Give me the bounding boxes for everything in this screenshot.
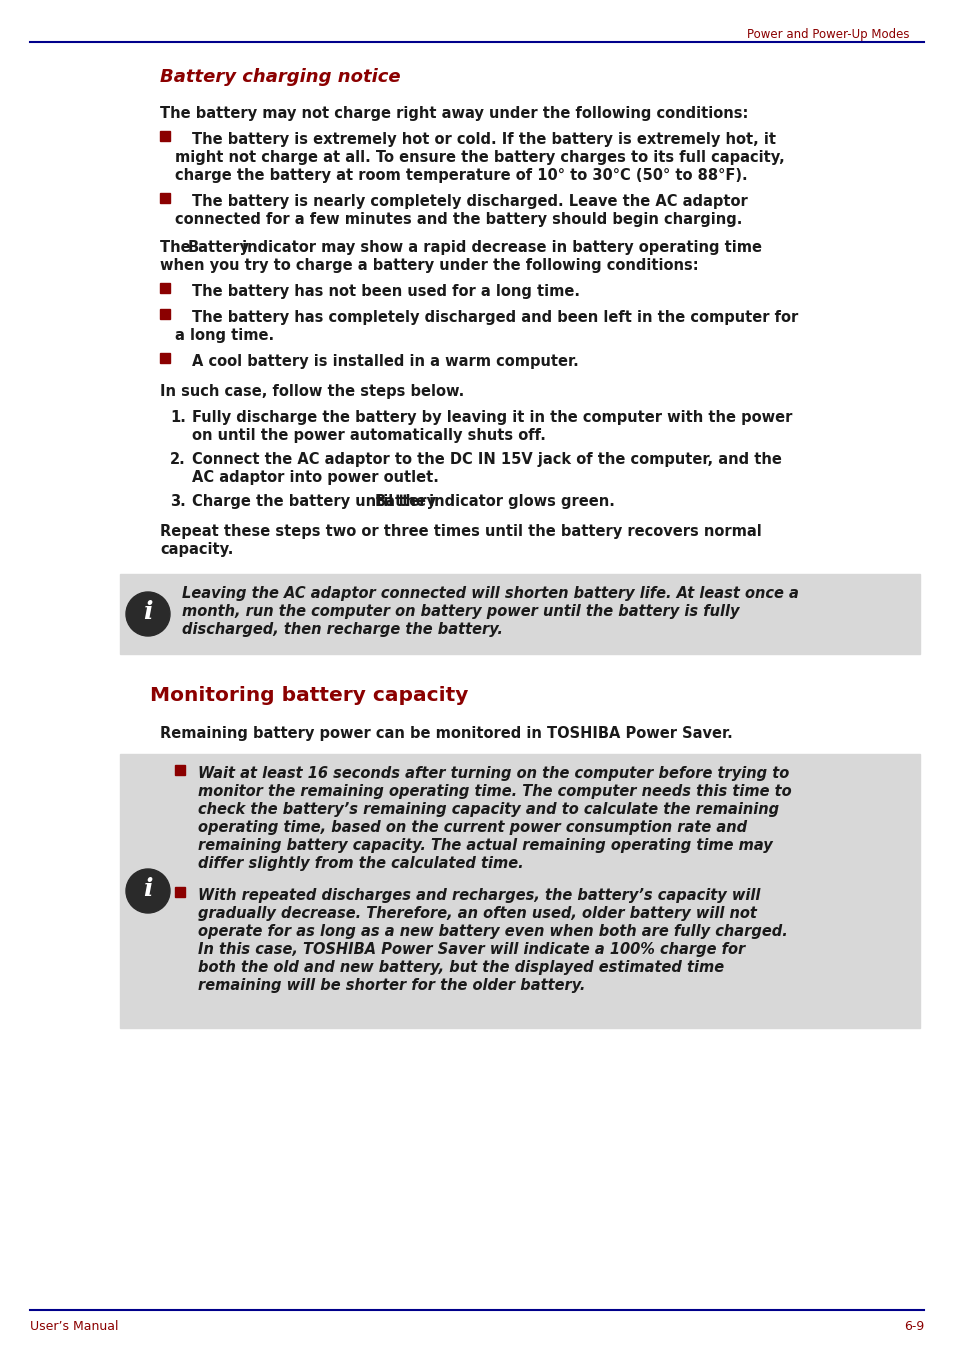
Circle shape: [126, 869, 170, 913]
Text: gradually decrease. Therefore, an often used, older battery will not: gradually decrease. Therefore, an often …: [198, 906, 756, 921]
Text: The battery has not been used for a long time.: The battery has not been used for a long…: [192, 284, 579, 299]
Text: Battery: Battery: [188, 241, 250, 256]
Text: capacity.: capacity.: [160, 542, 233, 557]
Text: A cool battery is installed in a warm computer.: A cool battery is installed in a warm co…: [192, 354, 578, 369]
Text: Battery: Battery: [375, 493, 436, 508]
Text: Wait at least 16 seconds after turning on the computer before trying to: Wait at least 16 seconds after turning o…: [198, 767, 788, 781]
Text: discharged, then recharge the battery.: discharged, then recharge the battery.: [182, 622, 502, 637]
Text: a long time.: a long time.: [174, 329, 274, 343]
Text: The battery has completely discharged and been left in the computer for: The battery has completely discharged an…: [192, 310, 798, 324]
Bar: [174, 765, 185, 775]
Text: indicator glows green.: indicator glows green.: [424, 493, 615, 508]
Circle shape: [126, 592, 170, 635]
Bar: [160, 131, 170, 141]
Text: The: The: [160, 241, 195, 256]
Bar: [120, 575, 919, 654]
Text: Power and Power-Up Modes: Power and Power-Up Modes: [747, 28, 909, 41]
Text: 1.: 1.: [170, 410, 186, 425]
Bar: [160, 310, 170, 319]
Text: Remaining battery power can be monitored in TOSHIBA Power Saver.: Remaining battery power can be monitored…: [160, 726, 732, 741]
Bar: [160, 353, 170, 362]
Text: With repeated discharges and recharges, the battery’s capacity will: With repeated discharges and recharges, …: [198, 888, 760, 903]
Text: remaining will be shorter for the older battery.: remaining will be shorter for the older …: [198, 977, 585, 992]
Text: connected for a few minutes and the battery should begin charging.: connected for a few minutes and the batt…: [174, 212, 741, 227]
Text: The battery may not charge right away under the following conditions:: The battery may not charge right away un…: [160, 105, 747, 120]
Text: 2.: 2.: [170, 452, 186, 466]
Text: Connect the AC adaptor to the DC IN 15V jack of the computer, and the: Connect the AC adaptor to the DC IN 15V …: [192, 452, 781, 466]
Bar: [174, 887, 185, 896]
Text: Charge the battery until the: Charge the battery until the: [192, 493, 431, 508]
Text: monitor the remaining operating time. The computer needs this time to: monitor the remaining operating time. Th…: [198, 784, 791, 799]
Text: Battery charging notice: Battery charging notice: [160, 68, 400, 87]
Text: Repeat these steps two or three times until the battery recovers normal: Repeat these steps two or three times un…: [160, 525, 760, 539]
Text: i: i: [143, 600, 152, 625]
Text: month, run the computer on battery power until the battery is fully: month, run the computer on battery power…: [182, 604, 739, 619]
Text: operate for as long as a new battery even when both are fully charged.: operate for as long as a new battery eve…: [198, 923, 787, 940]
Text: The battery is nearly completely discharged. Leave the AC adaptor: The battery is nearly completely dischar…: [192, 193, 747, 210]
Text: when you try to charge a battery under the following conditions:: when you try to charge a battery under t…: [160, 258, 698, 273]
Text: Leaving the AC adaptor connected will shorten battery life. At least once a: Leaving the AC adaptor connected will sh…: [182, 585, 798, 602]
Bar: [160, 193, 170, 203]
Text: 6-9: 6-9: [902, 1320, 923, 1333]
Text: In this case, TOSHIBA Power Saver will indicate a 100% charge for: In this case, TOSHIBA Power Saver will i…: [198, 942, 744, 957]
Text: differ slightly from the calculated time.: differ slightly from the calculated time…: [198, 856, 523, 871]
Text: charge the battery at room temperature of 10° to 30°C (50° to 88°F).: charge the battery at room temperature o…: [174, 168, 747, 183]
Text: Fully discharge the battery by leaving it in the computer with the power: Fully discharge the battery by leaving i…: [192, 410, 792, 425]
Text: indicator may show a rapid decrease in battery operating time: indicator may show a rapid decrease in b…: [236, 241, 761, 256]
Text: The battery is extremely hot or cold. If the battery is extremely hot, it: The battery is extremely hot or cold. If…: [192, 132, 775, 147]
Text: Monitoring battery capacity: Monitoring battery capacity: [150, 685, 468, 704]
Bar: [160, 283, 170, 293]
Text: both the old and new battery, but the displayed estimated time: both the old and new battery, but the di…: [198, 960, 723, 975]
Text: operating time, based on the current power consumption rate and: operating time, based on the current pow…: [198, 821, 746, 836]
Text: i: i: [143, 877, 152, 900]
Text: 3.: 3.: [170, 493, 186, 508]
Text: might not charge at all. To ensure the battery charges to its full capacity,: might not charge at all. To ensure the b…: [174, 150, 784, 165]
Text: remaining battery capacity. The actual remaining operating time may: remaining battery capacity. The actual r…: [198, 838, 772, 853]
Text: AC adaptor into power outlet.: AC adaptor into power outlet.: [192, 470, 438, 485]
Bar: [120, 754, 919, 1028]
Text: In such case, follow the steps below.: In such case, follow the steps below.: [160, 384, 464, 399]
Text: check the battery’s remaining capacity and to calculate the remaining: check the battery’s remaining capacity a…: [198, 802, 779, 817]
Text: User’s Manual: User’s Manual: [30, 1320, 118, 1333]
Text: on until the power automatically shuts off.: on until the power automatically shuts o…: [192, 429, 545, 443]
